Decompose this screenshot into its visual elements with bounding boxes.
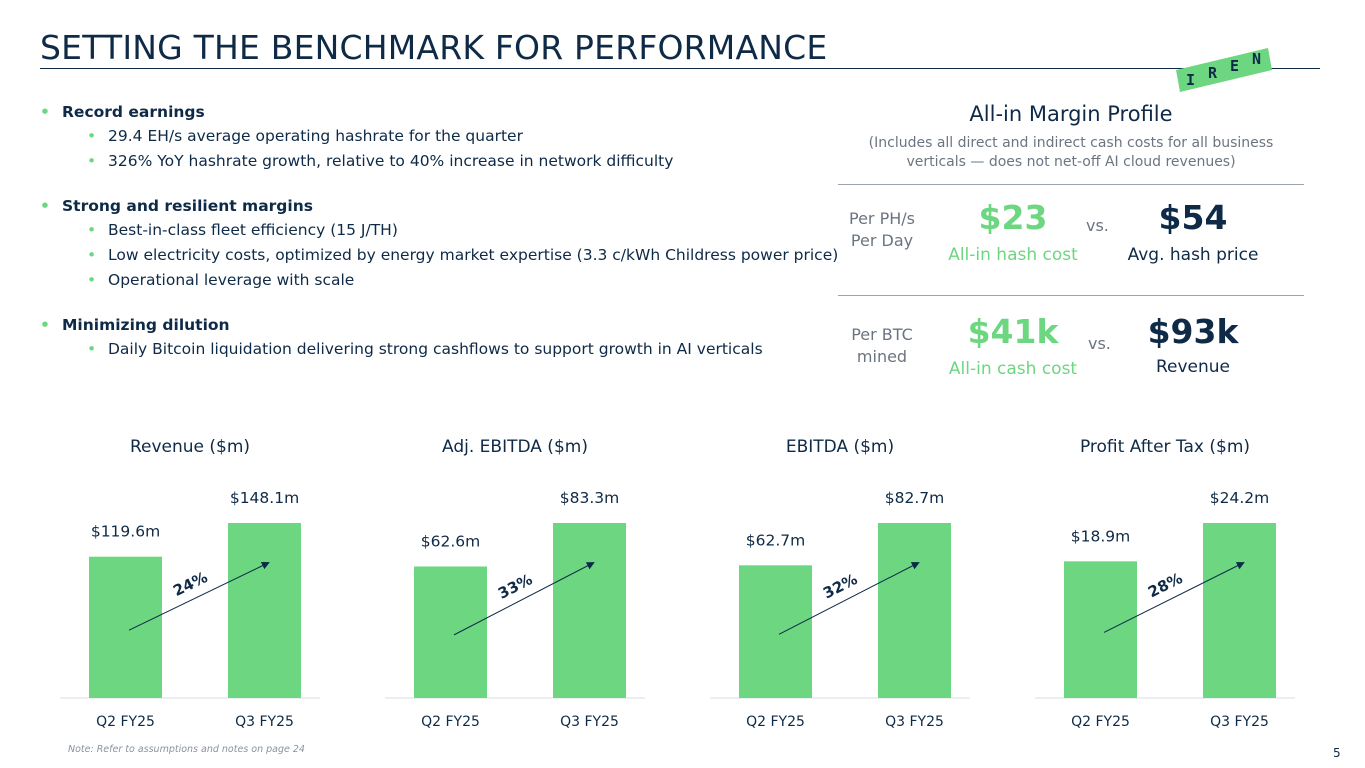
page-number: 5 — [1333, 746, 1341, 760]
category-tick-label: Q2 FY25 — [746, 714, 805, 730]
bar-data-label: $18.9m — [1071, 527, 1130, 545]
revenue-chart: $119.6m Q2 FY25 $148.1m Q3 FY25 24% Revenue … — [60, 425, 320, 735]
btc-revenue-label: Revenue — [1155, 357, 1231, 377]
row-divider — [838, 295, 1304, 296]
row-label-line: Per PH/s — [849, 209, 915, 228]
bar-chart-svg: $119.6m Q2 FY25 $148.1m Q3 FY25 24% — [60, 489, 320, 730]
hash-cost-label: All-in hash cost — [948, 245, 1078, 265]
bar-data-label: $82.7m — [885, 489, 944, 507]
category-tick-label: Q3 FY25 — [1210, 714, 1269, 730]
logo-letter-n: N — [1252, 50, 1261, 68]
logo-letter-i: I — [1186, 71, 1195, 89]
hash-price-value: $54 — [1158, 198, 1228, 237]
bullet-group-margins: Strong and resilient margins Best-in-cla… — [40, 194, 838, 293]
growth-label: 24% — [170, 568, 210, 600]
bullet-item: Operational leverage with scale — [40, 268, 830, 293]
bar — [553, 523, 626, 698]
title-divider — [40, 68, 1320, 69]
bullet-heading: Record earnings — [40, 100, 830, 124]
bullet-group-dilution: Minimizing dilution Daily Bitcoin liquid… — [40, 313, 830, 362]
bar — [89, 556, 162, 698]
hash-cost-value: $23 — [978, 198, 1048, 237]
growth-arrow — [128, 562, 270, 631]
chart-title: Revenue ($m) — [129, 437, 251, 457]
bar-chart-svg: $62.6m Q2 FY25 $83.3m Q3 FY25 33% — [385, 489, 645, 730]
bar-data-label: $148.1m — [230, 489, 299, 507]
bar — [878, 523, 951, 698]
margin-row-btc: Per BTC mined $41k All-in cash cost vs. … — [838, 300, 1304, 400]
row-divider — [838, 184, 1304, 185]
ebitda-chart: $62.7m Q2 FY25 $82.7m Q3 FY25 32% EBITDA ($m… — [710, 425, 970, 735]
bar — [1064, 561, 1137, 698]
bullet-item: 29.4 EH/s average operating hashrate for… — [40, 124, 830, 149]
note-line: verticals — does not net-off AI cloud re… — [906, 154, 1236, 170]
cash-cost-value: $41k — [967, 312, 1059, 351]
bar-data-label: $24.2m — [1210, 489, 1269, 507]
row-label-line: Per BTC — [851, 325, 913, 344]
bullet-item: Best-in-class fleet efficiency (15 J/TH) — [40, 218, 830, 243]
bullet-item: Daily Bitcoin liquidation delivering str… — [40, 337, 830, 362]
bar — [739, 565, 812, 698]
bar-data-label: $119.6m — [91, 523, 160, 541]
bar-chart-svg: $18.9m Q2 FY25 $24.2m Q3 FY25 28% — [1035, 489, 1295, 730]
bar-data-label: $62.7m — [746, 531, 805, 549]
margin-profile-title: All-in Margin Profile — [969, 102, 1173, 126]
growth-label: 33% — [495, 570, 535, 602]
vs-label: vs. — [1086, 216, 1109, 235]
profit-after-tax-chart: $18.9m Q2 FY25 $24.2m Q3 FY25 28% Profit Aft… — [1035, 425, 1295, 735]
logo-letter-r: R — [1208, 64, 1218, 82]
adj-ebitda-chart: $62.6m Q2 FY25 $83.3m Q3 FY25 33% Adj. EBITD… — [385, 425, 645, 735]
bullet-group-earnings: Record earnings 29.4 EH/s average operat… — [40, 100, 830, 174]
chart-title: Profit After Tax ($m) — [1079, 437, 1251, 457]
chart-title: EBITDA ($m) — [785, 437, 895, 457]
margin-profile-panel: All-in Margin Profile (Includes all dire… — [838, 100, 1304, 379]
bar — [414, 566, 487, 698]
iren-logo: I R E N — [1176, 48, 1272, 92]
growth-label: 32% — [820, 570, 860, 602]
category-tick-label: Q3 FY25 — [235, 714, 294, 730]
category-tick-label: Q2 FY25 — [96, 714, 155, 730]
category-tick-label: Q3 FY25 — [560, 714, 619, 730]
bullet-item: Low electricity costs, optimized by ener… — [40, 243, 838, 268]
category-tick-label: Q2 FY25 — [1071, 714, 1130, 730]
category-tick-label: Q3 FY25 — [885, 714, 944, 730]
bar-data-label: $62.6m — [421, 532, 480, 550]
highlights-list: Record earnings 29.4 EH/s average operat… — [40, 100, 838, 382]
hash-price-label: Avg. hash price — [1127, 245, 1259, 265]
row-label-line: mined — [856, 347, 908, 366]
row-label-line: Per Day — [850, 231, 914, 250]
category-tick-label: Q2 FY25 — [421, 714, 480, 730]
growth-arrow — [453, 562, 595, 636]
bar-data-label: $83.3m — [560, 489, 619, 507]
bar-chart-svg: $62.7m Q2 FY25 $82.7m Q3 FY25 32% — [710, 489, 970, 730]
row-label: Per PH/s Per Day — [838, 208, 926, 252]
margin-profile-note: (Includes all direct and indirect cash c… — [838, 134, 1304, 172]
growth-label: 28% — [1145, 569, 1185, 601]
bar — [1203, 523, 1276, 698]
margin-row-hash: Per PH/s Per Day $23 All-in hash cost vs… — [838, 188, 1304, 288]
bar — [228, 523, 301, 698]
row-label: Per BTC mined — [838, 324, 926, 368]
cash-cost-label: All-in cash cost — [948, 359, 1078, 379]
growth-arrow — [778, 562, 920, 635]
footnote: Note: Refer to assumptions and notes on … — [68, 744, 305, 755]
btc-revenue-value: $93k — [1147, 312, 1239, 351]
vs-label: vs. — [1088, 334, 1111, 353]
chart-title: Adj. EBITDA ($m) — [442, 437, 588, 457]
growth-arrow — [1103, 562, 1245, 633]
bullet-heading: Minimizing dilution — [40, 313, 830, 337]
bullet-heading: Strong and resilient margins — [40, 194, 830, 218]
logo-letter-e: E — [1230, 57, 1239, 75]
note-line: (Includes all direct and indirect cash c… — [868, 135, 1274, 151]
page-title: SETTING THE BENCHMARK FOR PERFORMANCE — [40, 28, 828, 67]
bullet-item: 326% YoY hashrate growth, relative to 40… — [40, 149, 830, 174]
